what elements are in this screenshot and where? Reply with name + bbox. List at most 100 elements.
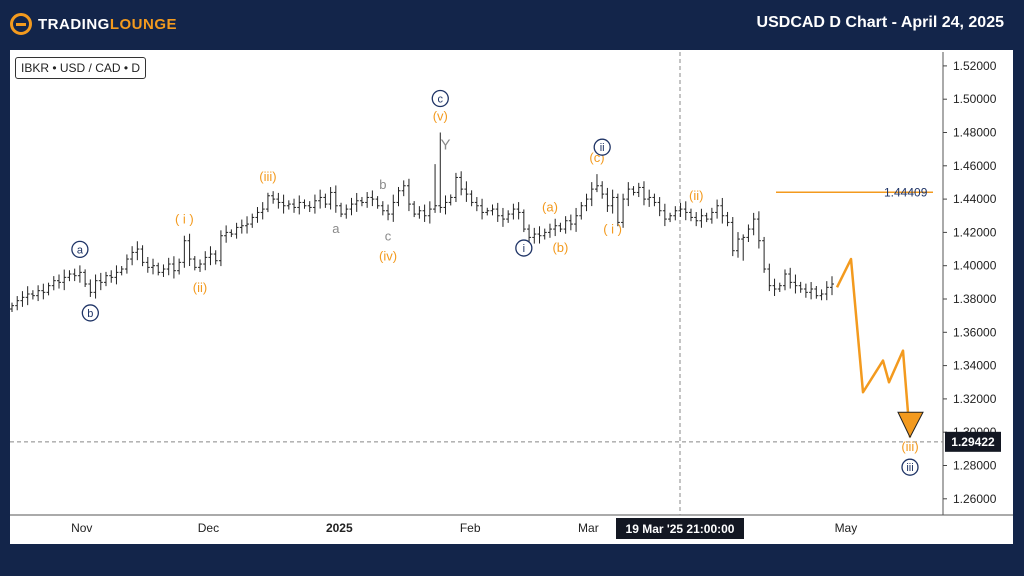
price-bar	[626, 182, 631, 207]
price-bar	[234, 222, 239, 239]
price-bar	[762, 236, 767, 273]
price-bar	[709, 207, 714, 224]
price-bar	[198, 259, 203, 272]
price-bar	[51, 276, 56, 291]
price-bar	[208, 246, 213, 266]
price-bar	[245, 216, 250, 234]
price-bar	[547, 223, 552, 238]
y-tick-label: 1.42000	[953, 225, 997, 239]
y-tick-label: 1.34000	[953, 359, 997, 373]
price-bar	[673, 206, 678, 221]
price-bar	[46, 282, 51, 296]
price-bar	[359, 196, 364, 207]
wave-label: ( i )	[603, 222, 622, 237]
price-bar	[594, 174, 599, 193]
price-bar	[192, 256, 197, 271]
chart-frame	[10, 50, 1013, 544]
price-bar	[292, 198, 297, 213]
price-bar	[349, 197, 354, 216]
price-bar	[224, 225, 229, 243]
wave-label: a	[77, 244, 84, 256]
price-bar	[453, 172, 458, 203]
price-bar	[77, 265, 82, 283]
price-bar	[767, 263, 772, 292]
wave-label: ii	[600, 142, 605, 154]
price-bar	[218, 230, 223, 267]
price-bar	[417, 206, 422, 219]
symbol-label[interactable]: IBKR • USD / CAD • D	[15, 57, 147, 79]
price-bar	[621, 193, 626, 228]
price-bar	[339, 202, 344, 218]
price-bar	[427, 201, 432, 224]
price-bar	[793, 274, 798, 294]
price-bar	[135, 241, 140, 261]
y-tick-label: 1.40000	[953, 259, 997, 273]
price-bar	[704, 212, 709, 223]
price-bar	[746, 224, 751, 242]
wave-label: b	[379, 177, 386, 192]
price-bar	[647, 189, 652, 207]
price-bar	[777, 282, 782, 293]
price-bar	[720, 197, 725, 224]
price-bar	[574, 207, 579, 232]
price-bar	[490, 204, 495, 216]
y-tick-label: 1.50000	[953, 92, 997, 106]
price-bar	[318, 189, 323, 209]
wave-label: Y	[440, 136, 450, 153]
price-bar	[830, 276, 834, 296]
wave-label: c	[385, 228, 392, 243]
wave-label: iii	[906, 462, 913, 474]
price-bar	[151, 258, 156, 275]
price-bar	[328, 187, 333, 210]
y-tick-label: 1.28000	[953, 459, 997, 473]
price-bar	[62, 269, 67, 291]
price-bar	[10, 302, 14, 312]
price-bar	[145, 256, 150, 273]
y-tick-label: 1.26000	[953, 492, 997, 506]
price-bar	[448, 194, 453, 206]
price-bar	[652, 193, 657, 207]
x-tick-label: May	[835, 521, 858, 535]
price-bar	[260, 202, 265, 220]
price-bar	[605, 187, 610, 212]
y-tick-label: 1.52000	[953, 59, 997, 73]
price-bar	[386, 204, 391, 221]
price-bar	[741, 234, 746, 261]
resistance-level-label: 1.44409	[884, 185, 928, 199]
price-bar	[271, 191, 276, 204]
price-bar	[380, 201, 385, 216]
price-bar	[751, 212, 756, 236]
price-bar	[229, 229, 234, 238]
wave-label-circle	[515, 239, 533, 257]
price-bar	[678, 202, 683, 217]
price-bar	[140, 245, 145, 267]
x-tick-label: Nov	[71, 521, 92, 535]
wave-label-circle	[593, 138, 611, 156]
price-bar	[532, 227, 537, 244]
price-bar	[662, 203, 667, 227]
wave-label: (iv)	[379, 248, 397, 263]
wave-label: a	[332, 221, 340, 236]
price-bar	[798, 281, 803, 293]
projection-path	[835, 257, 912, 438]
price-bar	[819, 289, 824, 301]
x-tick-label: Mar	[578, 521, 599, 535]
price-bar	[563, 216, 568, 234]
price-bar	[433, 164, 438, 213]
price-bar	[307, 201, 312, 213]
price-bar	[699, 208, 704, 228]
price-bar	[527, 224, 532, 242]
x-tick-label: Dec	[198, 521, 219, 535]
price-bar	[668, 212, 673, 223]
price-bar	[281, 194, 286, 214]
price-bar	[396, 186, 401, 207]
price-bar	[438, 132, 443, 213]
wave-label: ( i )	[175, 212, 194, 227]
price-bar	[610, 189, 615, 214]
price-bar	[735, 232, 740, 258]
price-bar	[406, 178, 411, 212]
wave-label: b	[87, 308, 93, 320]
price-bar	[506, 210, 511, 223]
price-bar	[354, 192, 359, 212]
